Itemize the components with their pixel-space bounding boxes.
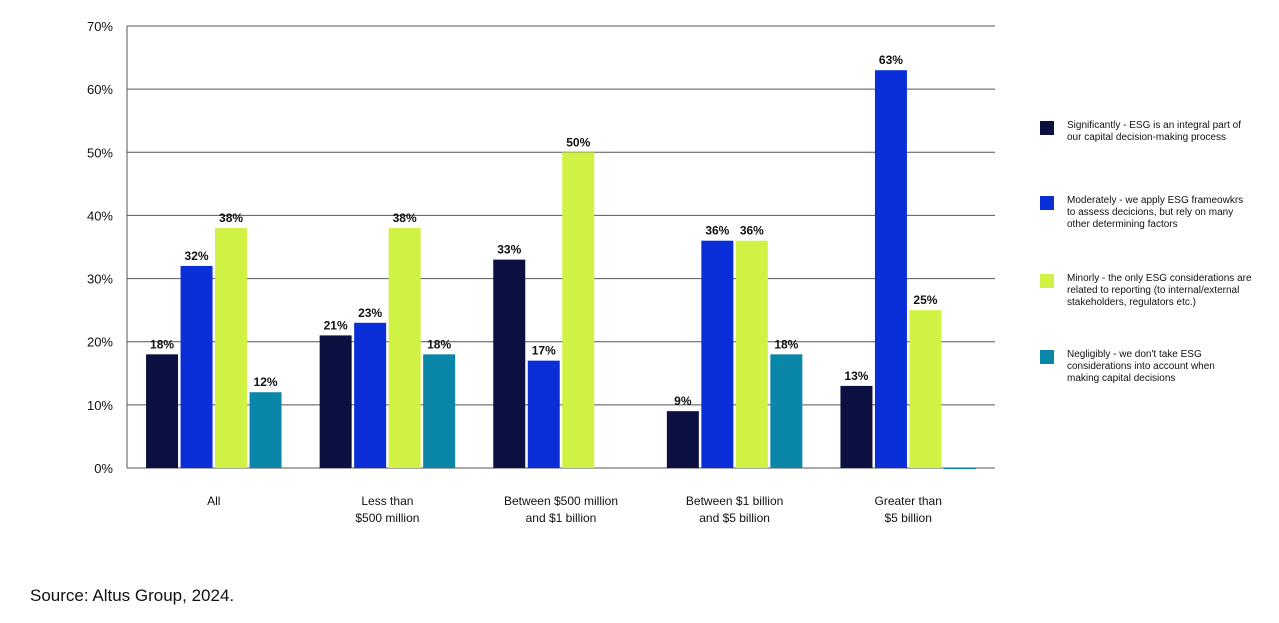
bar [146,354,179,468]
bar [319,335,352,468]
bar [874,70,907,468]
x-tick-label: Between $1 billion and $5 billion [686,494,783,525]
data-label: 25% [913,293,937,307]
x-tick-label: Greater than $5 billion [875,494,942,525]
source-note: Source: Altus Group, 2024. [30,586,234,605]
legend-label: Significantly - ESG is an integral part … [1067,120,1241,143]
x-tick-label: Between $500 million and $1 billion [504,494,618,525]
legend-swatch [1040,196,1054,210]
bar [770,354,803,468]
bar [701,240,734,468]
data-label: 63% [879,53,903,67]
data-label: 50% [566,135,590,149]
data-label: 21% [324,318,348,332]
data-label: 36% [740,224,764,238]
legend-label: Moderately - we apply ESG frameowkrs to a… [1067,195,1243,230]
y-tick-label: 40% [87,208,113,223]
bar [215,228,248,468]
x-tick-label: All [207,494,220,508]
data-label: 17% [532,344,556,358]
bar [388,228,421,468]
x-tick-label: Less than $500 million [355,494,419,525]
data-label: 36% [705,224,729,238]
y-tick-label: 60% [87,82,113,97]
bar [909,310,942,468]
data-label: 12% [254,375,278,389]
data-label: 38% [393,211,417,225]
bar [840,385,873,468]
legend-swatch [1040,350,1054,364]
y-tick-label: 30% [87,272,113,287]
bar [423,354,456,468]
data-label: 13% [844,369,868,383]
data-label: 32% [185,249,209,263]
bar [666,411,699,468]
data-label: 18% [150,337,174,351]
data-label: 9% [674,394,692,408]
data-label: 18% [774,337,798,351]
y-tick-label: 20% [87,335,113,350]
data-label: 23% [358,306,382,320]
legend-swatch [1040,121,1054,135]
y-tick-label: 10% [87,398,113,413]
bar [493,259,526,468]
bar [527,360,560,468]
bar [943,468,976,469]
y-tick-label: 50% [87,145,113,160]
y-tick-label: 0% [94,461,113,476]
legend-label: Negligibly - we don't take ESG considerat… [1067,349,1215,384]
bar [354,322,387,468]
bar [180,265,213,468]
data-label: 38% [219,211,243,225]
legend-swatch [1040,274,1054,288]
data-label: 18% [427,337,451,351]
y-tick-label: 70% [87,19,113,34]
legend-label: Minorly - the only ESG considerations ar… [1067,273,1252,308]
bar [562,152,595,469]
data-label: 33% [497,243,521,257]
bar [249,392,282,468]
bar [735,240,768,468]
